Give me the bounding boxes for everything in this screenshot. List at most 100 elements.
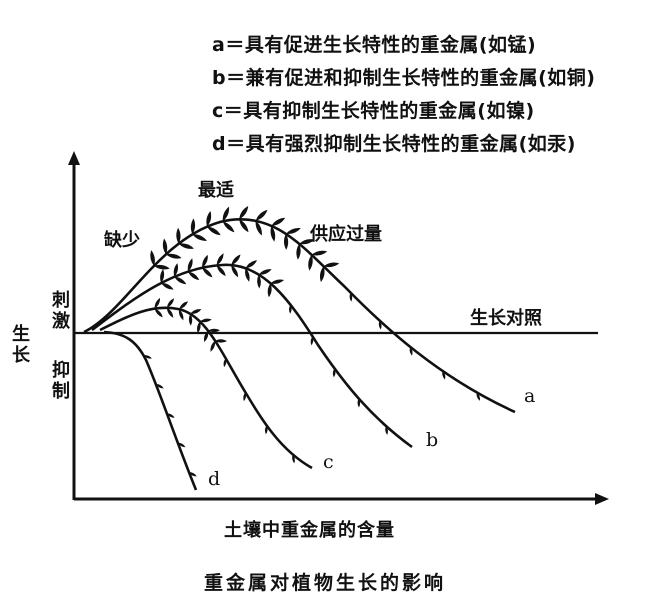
control-label: 生长对照	[470, 307, 542, 329]
curve-d-tick	[155, 384, 164, 389]
curve-b-leaf	[270, 279, 285, 284]
curve-b-leaf	[231, 265, 239, 278]
curve-c-leaf	[210, 340, 216, 352]
curve-a-leaf	[255, 209, 268, 221]
curve-c-leaf	[188, 313, 193, 326]
curve-a-leaf	[222, 206, 230, 222]
curve-a-leaf	[154, 264, 170, 270]
curve-a-leaf	[222, 221, 235, 233]
curve-b-leaf	[245, 260, 258, 269]
curve-a-leaf	[166, 253, 182, 259]
curve-label-c: c	[323, 451, 334, 473]
curve-label-a: a	[524, 385, 535, 407]
curve-b-leaf	[202, 254, 208, 268]
curve-c-leaf	[196, 321, 201, 334]
y-axis-title: 生 长	[12, 323, 36, 366]
curve-b-leaf	[231, 254, 241, 266]
curve-c-leaf	[199, 318, 212, 323]
y-axis-upper-label: 刺 激	[52, 290, 76, 332]
curve-b-leaf	[258, 269, 272, 275]
curve-c-tick	[223, 358, 227, 368]
curve-d	[103, 330, 198, 491]
curve-b-leaf	[160, 269, 165, 284]
curve-a-leaf	[285, 227, 301, 235]
curve-c-leaf	[166, 307, 174, 318]
curve-b-tick	[385, 425, 388, 435]
curve-b-leaf	[173, 263, 178, 277]
y-lower-char-2: 制	[52, 381, 70, 402]
curve-b-tick	[288, 304, 292, 314]
deficiency-label: 缺少	[103, 229, 140, 251]
curve-c-leaf	[215, 339, 228, 343]
y-upper-char-2: 激	[52, 310, 70, 332]
leaf-decorations	[143, 206, 480, 477]
curve-c-leaf	[154, 297, 161, 309]
curve-d-tick	[188, 472, 197, 477]
curve-c-tick	[292, 454, 295, 464]
curve-a-leaf	[271, 217, 286, 226]
y-upper-char-1: 刺	[52, 290, 70, 311]
legend-item-c: c＝具有抑制生长特性的重金属(如镍)	[212, 100, 535, 122]
curve-label-d: d	[208, 468, 220, 490]
curve-b-tick	[310, 336, 314, 346]
curve-b-leaf	[257, 274, 261, 289]
excess-label: 供应过量	[309, 223, 382, 245]
curve-c-leaf	[166, 298, 175, 308]
curve-a-tick	[442, 370, 446, 380]
curve-b-leaf	[267, 283, 272, 298]
curve-a-leaf	[190, 218, 196, 235]
curve-a-leaf	[192, 234, 207, 241]
curve-b-leaf	[188, 271, 200, 281]
curve-a-leaf	[255, 220, 262, 236]
curve-c-leaf	[179, 301, 189, 310]
y-title-char-1: 生	[12, 323, 30, 345]
curve-a-leaf	[207, 226, 221, 236]
curve-b-tick	[332, 368, 336, 378]
legend-item-b: b＝兼有促进和抑制生长特性的重金属(如铜)	[212, 67, 596, 89]
curve-b-leaf	[187, 258, 193, 272]
legend: a＝具有促进生长特性的重金属(如锰) b＝兼有促进和抑制生长特性的重金属(如铜)…	[212, 30, 595, 162]
curve-c-leaf	[154, 308, 163, 318]
x-axis-label: 土壤中重金属的含量	[224, 520, 395, 541]
curve-a-tick	[476, 392, 480, 401]
curve-b	[91, 263, 413, 449]
y-lower-char-1: 抑	[52, 360, 70, 381]
curve-label-b: b	[426, 429, 438, 451]
curve-c-leaf	[178, 309, 184, 321]
curve-d-tick	[177, 442, 186, 448]
curve-a-leaf	[239, 206, 249, 220]
curve-b-leaf	[161, 283, 174, 290]
curve-b-leaf	[216, 265, 226, 277]
curve-a-leaf	[270, 225, 276, 242]
curve-a-leaf	[308, 254, 313, 271]
curve-a	[83, 217, 516, 414]
curve-b-tick	[357, 398, 361, 408]
legend-item-a: a＝具有促进生长特性的重金属(如锰)	[212, 34, 537, 56]
curve-a-leaf	[239, 219, 249, 233]
curve-b-leaf	[245, 268, 250, 282]
curve-a-tick	[409, 346, 413, 356]
curve-b-leaf	[202, 267, 213, 278]
curve-a-leaf	[296, 243, 301, 260]
curve-a-tick	[378, 320, 382, 330]
optimal-label: 最适	[198, 180, 234, 201]
curve-a-leaf	[176, 227, 181, 244]
curve-a-leaf	[150, 250, 155, 266]
curve-a-leaf	[206, 211, 212, 227]
y-title-char-2: 长	[12, 345, 31, 366]
curve-a-leaf	[319, 266, 325, 283]
curve-c-tick	[264, 425, 268, 435]
curve-c-leaf	[190, 309, 202, 314]
curve-c-leaf	[203, 330, 209, 343]
curve-c-tick	[243, 392, 247, 402]
curve-a-leaf	[311, 250, 328, 256]
curve-a-leaf	[283, 233, 289, 250]
curve-b-leaf	[174, 276, 187, 285]
curve-d-tick	[166, 413, 175, 418]
curve-b-leaf	[216, 253, 224, 266]
legend-item-d: d＝具有强烈抑制生长特性的重金属(如汞)	[212, 133, 576, 155]
curve-c-leaf	[207, 328, 220, 333]
figure-caption: 重金属对植物生长的影响	[203, 572, 446, 594]
curve-a-tick	[349, 292, 353, 302]
